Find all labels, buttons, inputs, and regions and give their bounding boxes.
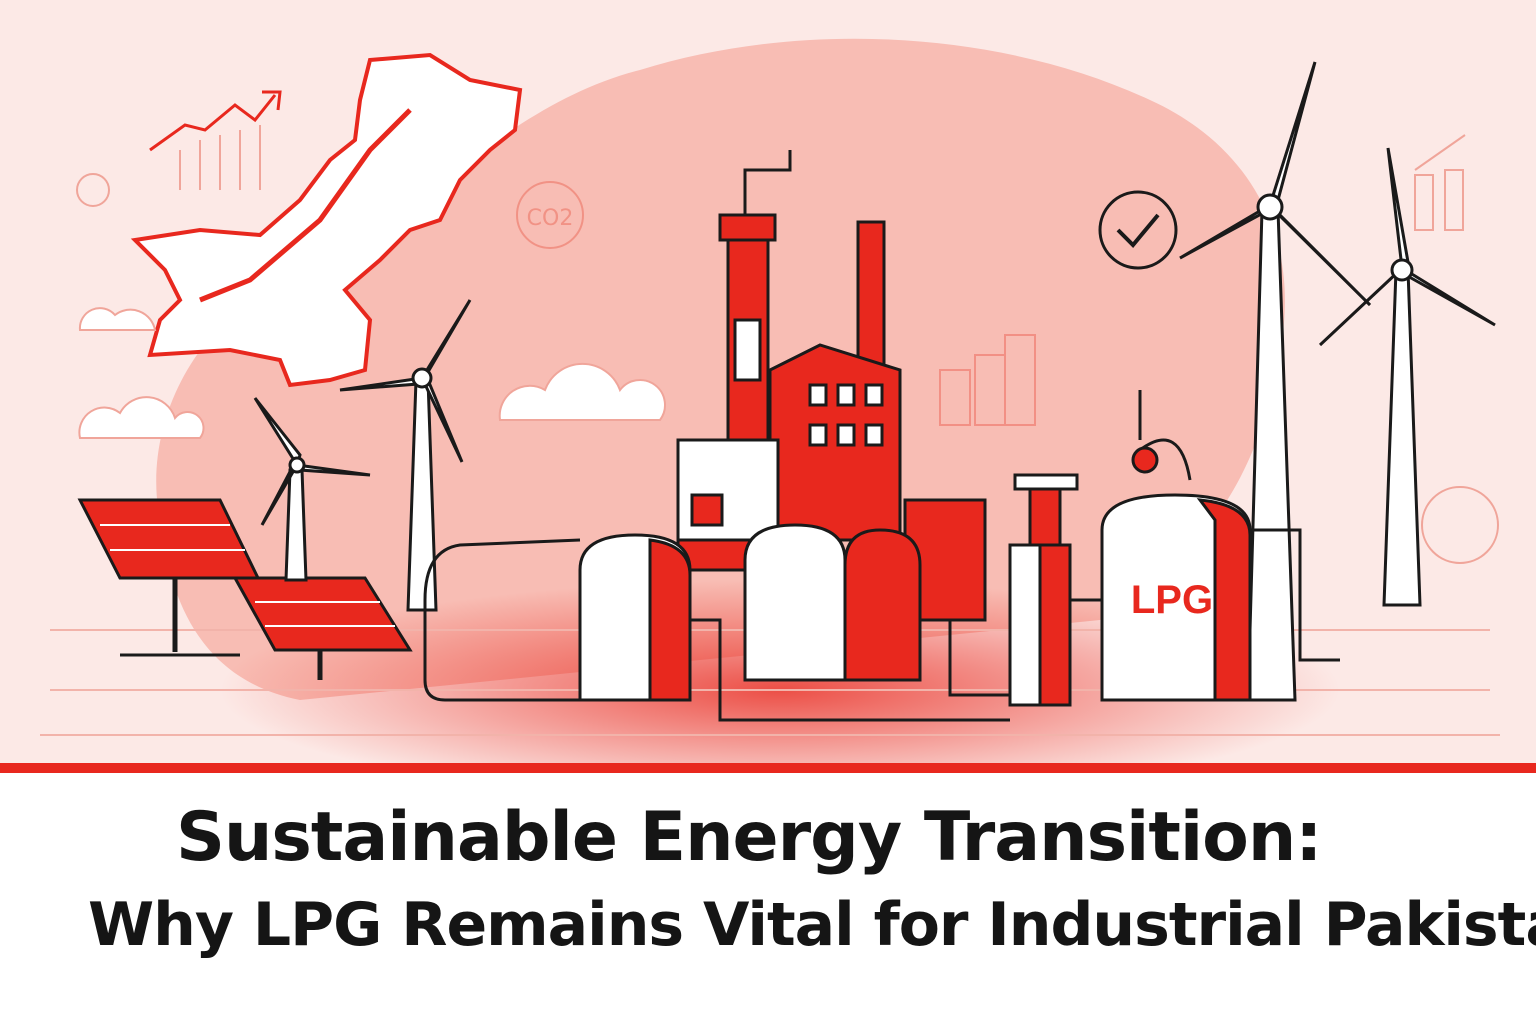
title-block — [0, 773, 1536, 1024]
storage-tank-icon — [578, 473, 1079, 707]
solar-panel-icon — [77, 498, 413, 680]
hero-illustration: CO2 — [0, 0, 1536, 768]
red-divider — [0, 763, 1536, 773]
trend-arrow-icon — [149, 90, 282, 152]
co2-label: CO2 — [527, 206, 574, 231]
checkmark-circle-icon — [1098, 190, 1178, 270]
title-line-2: Why LPG Remains Vital for Industrial Pak… — [88, 890, 1536, 960]
pipeline — [423, 528, 1340, 722]
lpg-tank-label: LPG — [1131, 578, 1213, 622]
pakistan-map-icon — [130, 52, 523, 388]
title-line-1: Sustainable Energy Transition: — [176, 798, 1322, 877]
wind-turbine-icon — [253, 61, 1496, 702]
cloud-icon — [78, 307, 666, 439]
lpg-tank-icon — [1100, 390, 1252, 702]
